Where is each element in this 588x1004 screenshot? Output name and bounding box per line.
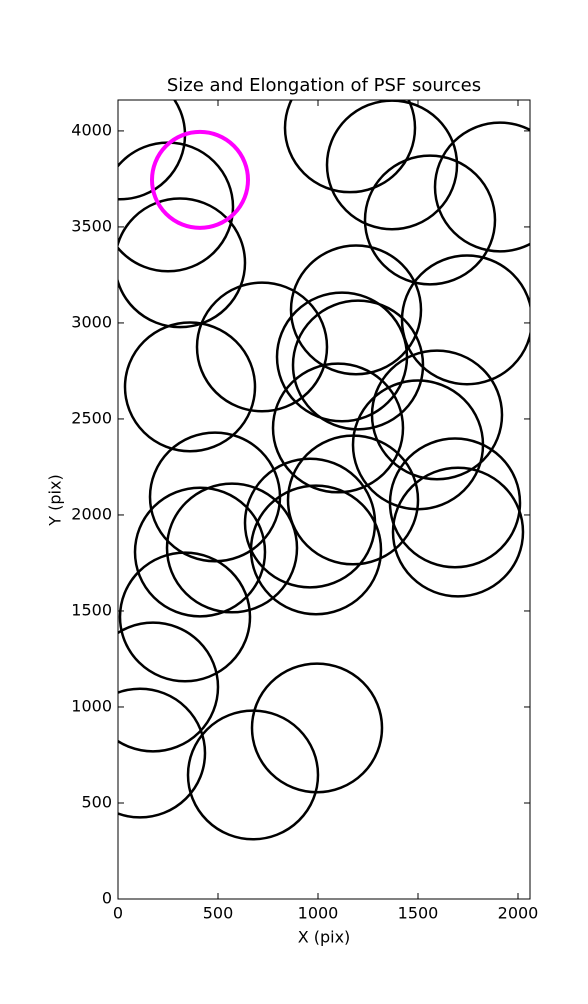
x-tick-label: 1000 [298, 904, 339, 923]
y-tick-label: 4000 [71, 120, 112, 139]
psf-ellipse [123, 321, 257, 453]
x-tick-label: 2000 [498, 904, 539, 923]
psf-ellipse [433, 121, 530, 253]
y-tick-label: 3000 [71, 312, 112, 331]
psf-ellipse [250, 662, 384, 794]
psf-ellipse [249, 484, 383, 616]
y-tick-label: 2000 [71, 504, 112, 523]
psf-ellipse [388, 437, 522, 569]
psf-ellipse [291, 299, 425, 431]
x-tick-label: 1500 [398, 904, 439, 923]
psf-ellipse [400, 254, 530, 386]
psf-ellipse [150, 129, 250, 230]
plot-area [118, 100, 530, 841]
chart-title: Size and Elongation of PSF sources [167, 75, 481, 96]
axes-frame [117, 99, 531, 900]
psf-ellipse [118, 197, 247, 329]
psf-ellipse [283, 100, 417, 194]
psf-ellipse [118, 551, 252, 683]
x-tick-label: 500 [203, 904, 234, 923]
psf-ellipse [391, 466, 525, 598]
psf-ellipse [370, 349, 504, 481]
x-axis-label: X (pix) [298, 928, 351, 947]
y-tick-label: 1000 [71, 696, 112, 715]
y-axis-label: Y (pix) [46, 474, 65, 526]
y-tick-label: 3500 [71, 216, 112, 235]
psf-ellipse [195, 281, 329, 413]
y-tick-label: 0 [102, 889, 112, 908]
y-tick-label: 1500 [71, 600, 112, 619]
psf-ellipse [118, 621, 220, 753]
psf-ellipse [118, 687, 207, 819]
psf-ellipse [363, 154, 497, 286]
psf-ellipse [286, 434, 420, 566]
psf-ellipse [165, 482, 299, 614]
y-tick-label: 500 [81, 792, 112, 811]
psf-ellipse [289, 244, 423, 376]
psf-ellipse [133, 486, 267, 618]
x-tick-label: 0 [113, 904, 123, 923]
psf-ellipse [271, 362, 405, 494]
psf-ellipse [325, 100, 459, 231]
y-tick-label: 2500 [71, 408, 112, 427]
